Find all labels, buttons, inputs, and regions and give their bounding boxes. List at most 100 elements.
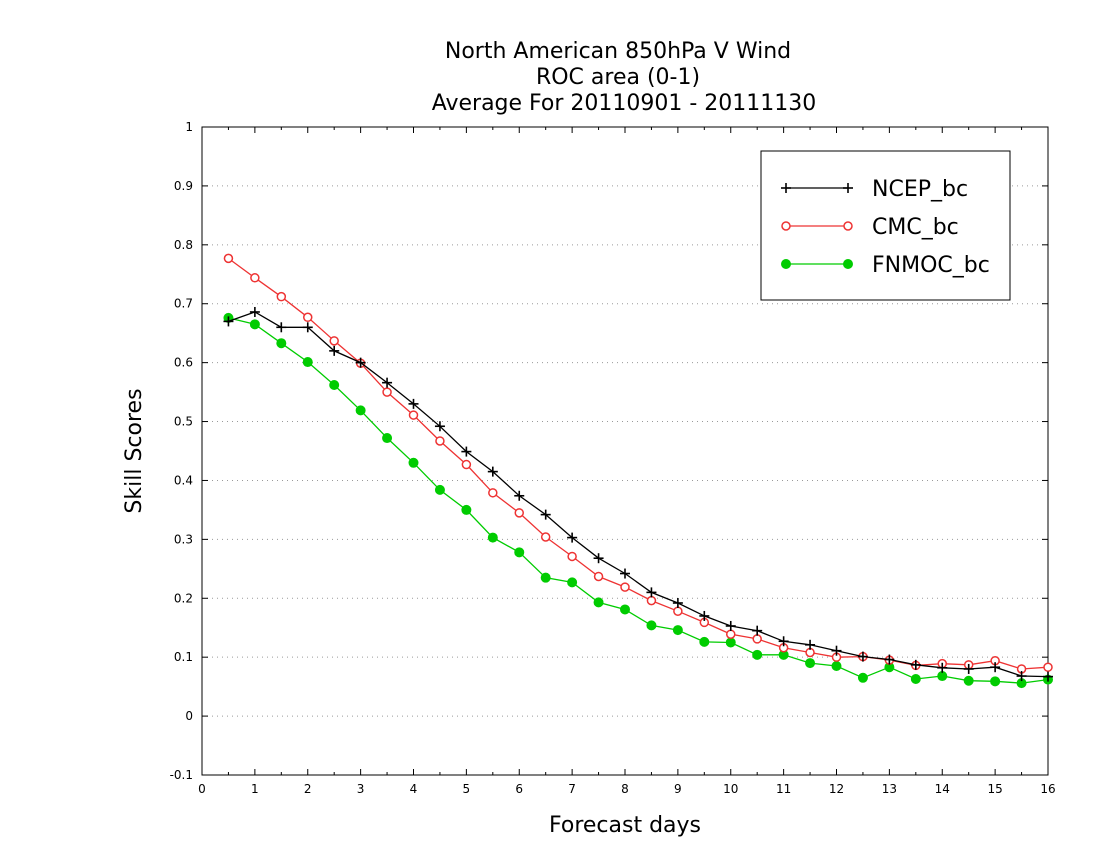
data-point <box>540 532 551 542</box>
data-point <box>302 357 313 368</box>
data-point <box>646 595 657 606</box>
x-tick-label: 4 <box>410 782 418 796</box>
y-tick-label: 0.9 <box>174 179 193 193</box>
data-point <box>408 410 419 420</box>
data-point <box>752 625 763 636</box>
chart-title-line-2: ROC area (0-1) <box>536 65 700 90</box>
data-point <box>329 380 340 391</box>
data-point <box>567 551 577 562</box>
data-point <box>487 532 498 543</box>
y-tick-label: 0 <box>185 709 193 723</box>
data-point <box>540 572 551 583</box>
x-tick-label: 3 <box>357 782 365 796</box>
data-point <box>990 662 1001 673</box>
data-point <box>408 398 419 409</box>
y-tick-label: 0.7 <box>174 297 193 311</box>
data-point <box>620 604 630 615</box>
legend-entry: FNMOC_bc <box>781 253 990 278</box>
data-point <box>699 636 710 647</box>
legend-marker <box>781 183 791 193</box>
series-line <box>228 311 1049 678</box>
data-point <box>646 620 657 631</box>
data-point <box>329 345 340 356</box>
series-FNMOC_bc <box>223 312 1053 689</box>
x-tick-label: 12 <box>829 782 844 796</box>
data-point <box>329 336 339 346</box>
y-axis: -0.1 0 0.1 0.2 0.3 0.4 0.5 0.6 0.7 0.8 0.9 1 <box>170 120 1048 782</box>
legend-marker <box>781 259 791 269</box>
y-axis-label: Skill Scores <box>122 388 147 513</box>
series-line <box>228 257 1049 670</box>
series-NCEP_bc <box>223 306 1053 682</box>
x-tick-label: 5 <box>463 782 471 796</box>
data-point <box>276 338 287 349</box>
data-point <box>593 597 604 608</box>
data-point <box>382 377 393 388</box>
data-point <box>461 446 472 457</box>
data-point <box>1043 662 1053 672</box>
data-point <box>249 306 260 317</box>
data-point <box>487 466 498 477</box>
x-tick-label: 13 <box>882 782 897 796</box>
data-point <box>249 319 260 330</box>
legend-label: NCEP_bc <box>872 177 968 202</box>
data-point <box>990 676 1001 687</box>
data-point <box>355 405 366 416</box>
x-tick-label: 1 <box>251 782 259 796</box>
data-point <box>435 436 445 446</box>
legend: NCEP_bc CMC_bc FNMOC_bc <box>760 150 1011 301</box>
y-tick-label: 0.6 <box>174 356 193 370</box>
data-point <box>1016 671 1027 682</box>
data-point <box>620 568 630 579</box>
data-point <box>514 490 525 501</box>
data-point <box>1043 671 1053 682</box>
y-tick-label: 0.4 <box>174 473 193 487</box>
legend-entry: NCEP_bc <box>781 177 968 202</box>
legend-marker <box>843 183 853 193</box>
y-tick-label: 0.5 <box>174 415 193 429</box>
data-point <box>276 291 287 302</box>
x-axis-label: Forecast days <box>549 813 701 838</box>
data-point <box>672 625 683 636</box>
data-point <box>461 459 472 470</box>
x-tick-label: 8 <box>621 782 629 796</box>
y-tick-label: 0.3 <box>174 532 193 546</box>
data-point <box>805 639 816 650</box>
data-point <box>276 322 287 333</box>
data-point <box>910 673 921 684</box>
data-point <box>434 484 445 495</box>
chart-title-line-1: North American 850hPa V Wind <box>445 39 791 64</box>
data-point <box>382 387 392 397</box>
data-point <box>593 571 604 582</box>
x-tick-label: 15 <box>987 782 1002 796</box>
y-tick-label: 1 <box>185 120 193 134</box>
data-point <box>725 637 736 648</box>
series-CMC_bc <box>223 253 1053 674</box>
x-tick-label: 2 <box>304 782 312 796</box>
chart-title-line-3: Average For 20110901 - 20111130 <box>432 91 817 116</box>
x-tick-label: 6 <box>515 782 523 796</box>
data-point <box>963 675 974 686</box>
data-point <box>752 634 762 644</box>
data-point <box>355 357 366 368</box>
x-tick-label: 11 <box>776 782 791 796</box>
data-point <box>382 433 393 444</box>
data-point <box>910 659 921 670</box>
data-point <box>963 663 974 674</box>
data-point <box>884 654 895 665</box>
data-point <box>250 273 260 283</box>
x-axis: 0 1 2 3 4 5 6 7 8 9 10 11 12 13 14 15 16 <box>198 127 1056 796</box>
legend-label: FNMOC_bc <box>872 253 990 278</box>
data-point <box>726 629 736 639</box>
y-tick-label: 0.8 <box>174 238 193 252</box>
data-point <box>434 421 445 432</box>
grid <box>202 185 1048 717</box>
x-tick-label: 10 <box>723 782 738 796</box>
data-point <box>752 649 763 660</box>
chart-title: North American 850hPa V Wind ROC area (0… <box>432 39 817 116</box>
data-point <box>937 671 948 682</box>
data-point <box>302 322 313 333</box>
data-point <box>620 582 630 592</box>
x-tick-label: 0 <box>198 782 206 796</box>
